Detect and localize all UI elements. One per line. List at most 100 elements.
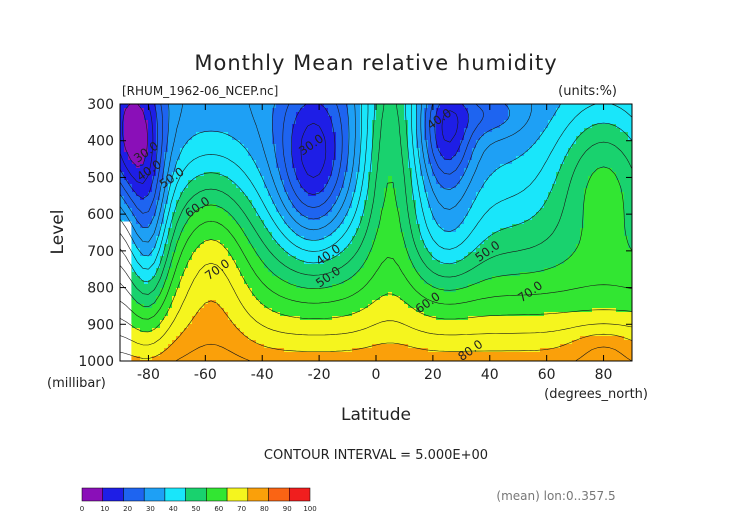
- field-cell: [392, 240, 397, 245]
- field-cell: [232, 132, 237, 137]
- field-cell: [136, 340, 141, 345]
- field-cell: [332, 244, 337, 249]
- field-cell: [152, 232, 157, 237]
- field-cell: [240, 336, 245, 341]
- field-cell: [148, 296, 153, 301]
- field-cell: [160, 308, 165, 313]
- field-cell: [244, 208, 249, 213]
- field-cell: [300, 132, 305, 137]
- field-cell: [208, 172, 213, 177]
- field-cell: [404, 280, 409, 285]
- field-cell: [416, 204, 421, 209]
- field-cell: [152, 204, 157, 209]
- field-cell: [380, 136, 385, 141]
- field-cell: [424, 288, 429, 293]
- field-cell: [388, 124, 393, 129]
- field-cell: [184, 208, 189, 213]
- field-cell: [220, 132, 225, 137]
- field-cell: [408, 212, 413, 217]
- field-cell: [124, 188, 129, 193]
- field-cell: [160, 168, 165, 173]
- field-cell: [196, 340, 201, 345]
- field-cell: [404, 232, 409, 237]
- field-cell: [340, 356, 345, 361]
- field-cell: [248, 260, 253, 265]
- field-cell: [176, 192, 181, 197]
- field-cell: [208, 304, 213, 309]
- field-cell: [232, 216, 237, 221]
- field-cell: [196, 144, 201, 149]
- field-cell: [188, 224, 193, 229]
- field-cell: [144, 252, 149, 257]
- field-cell: [288, 332, 293, 337]
- field-cell: [340, 264, 345, 269]
- field-cell: [212, 256, 217, 261]
- field-cell: [292, 296, 297, 301]
- field-cell: [340, 104, 345, 109]
- field-cell: [272, 164, 277, 169]
- field-cell: [180, 292, 185, 297]
- field-cell: [348, 324, 353, 329]
- field-cell: [200, 352, 205, 357]
- field-cell: [308, 316, 313, 321]
- field-cell: [200, 268, 205, 273]
- field-cell: [284, 192, 289, 197]
- field-cell: [380, 280, 385, 285]
- field-cell: [212, 224, 217, 229]
- field-cell: [240, 148, 245, 153]
- field-cell: [160, 192, 165, 197]
- field-cell: [308, 212, 313, 217]
- field-cell: [320, 104, 325, 109]
- field-cell: [224, 296, 229, 301]
- field-cell: [212, 160, 217, 165]
- field-cell: [156, 132, 161, 137]
- field-cell: [368, 340, 373, 345]
- field-cell: [268, 276, 273, 281]
- field-cell: [420, 336, 425, 341]
- field-cell: [184, 120, 189, 125]
- field-cell: [260, 128, 265, 133]
- field-cell: [296, 112, 301, 117]
- field-cell: [188, 132, 193, 137]
- field-cell: [340, 120, 345, 125]
- field-cell: [268, 328, 273, 333]
- field-cell: [288, 276, 293, 281]
- field-cell: [424, 124, 429, 129]
- field-cell: [312, 296, 317, 301]
- field-cell: [184, 316, 189, 321]
- field-cell: [156, 144, 161, 149]
- field-cell: [292, 132, 297, 137]
- field-cell: [296, 248, 301, 253]
- field-cell: [184, 144, 189, 149]
- field-cell: [420, 340, 425, 345]
- field-cell: [140, 148, 145, 153]
- field-cell: [360, 272, 365, 277]
- field-cell: [172, 288, 177, 293]
- field-cell: [356, 300, 361, 305]
- field-cell: [248, 168, 253, 173]
- field-cell: [344, 280, 349, 285]
- field-cell: [156, 288, 161, 293]
- field-cell: [288, 280, 293, 285]
- field-cell: [184, 200, 189, 205]
- field-cell: [388, 176, 393, 181]
- field-cell: [412, 248, 417, 253]
- field-cell: [128, 172, 133, 177]
- field-cell: [220, 292, 225, 297]
- field-cell: [388, 304, 393, 309]
- field-cell: [332, 124, 337, 129]
- field-cell: [416, 344, 421, 349]
- field-cell: [276, 260, 281, 265]
- field-cell: [404, 252, 409, 257]
- field-cell: [372, 172, 377, 177]
- field-cell: [236, 340, 241, 345]
- field-cell: [236, 348, 241, 353]
- field-cell: [392, 280, 397, 285]
- field-cell: [356, 144, 361, 149]
- field-cell: [412, 304, 417, 309]
- field-cell: [180, 136, 185, 141]
- field-cell: [220, 328, 225, 333]
- field-cell: [292, 344, 297, 349]
- field-cell: [284, 284, 289, 289]
- field-cell: [188, 128, 193, 133]
